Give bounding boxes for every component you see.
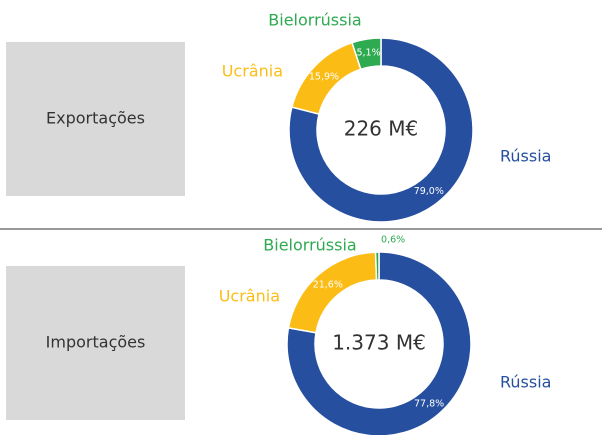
value-label: 5,1% (356, 47, 380, 58)
series-label: Bielorrússia (263, 236, 356, 255)
series-label: Ucrânia (222, 62, 283, 81)
value-label: 77,8% (414, 398, 444, 409)
donut-slice (351, 37, 382, 71)
donut-slice (374, 251, 380, 281)
series-label: Rússia (500, 147, 551, 166)
donut-slice (286, 251, 472, 435)
label-box (6, 42, 185, 196)
center-label: 1.373 M€ (332, 331, 426, 355)
series-label: Rússia (500, 373, 551, 392)
value-label: 21,6% (313, 280, 343, 291)
value-label: 0,6% (381, 235, 405, 246)
box-label: Importações (46, 333, 146, 352)
label-box (6, 266, 185, 420)
donut-slice (288, 37, 474, 223)
center-label: 226 M€ (344, 117, 419, 141)
series-label: Bielorrússia (268, 11, 361, 30)
box-label: Exportações (46, 109, 145, 128)
value-label: 15,9% (309, 71, 339, 82)
donut-slice (287, 251, 378, 334)
value-label: 79,0% (414, 186, 444, 197)
series-label: Ucrânia (219, 287, 280, 306)
